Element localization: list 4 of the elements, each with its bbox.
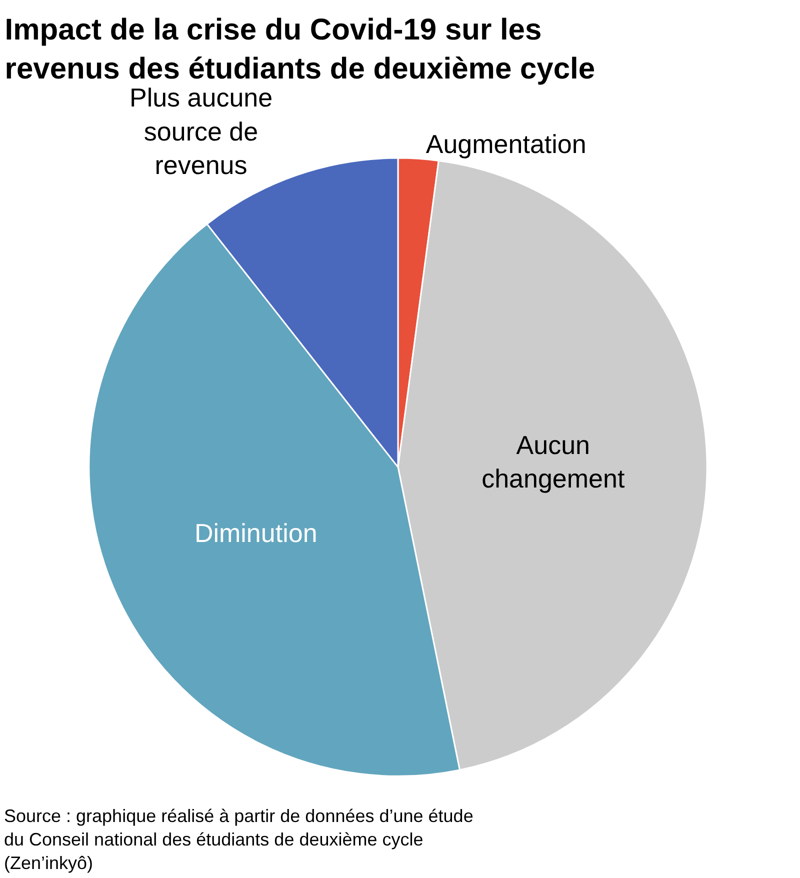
source-note: Source : graphique réalisé à partir de données d’une étude du Conseil national des étudiants de deuxième cycle (Zen’inkyô) <box>4 806 474 873</box>
slice-label: Aucun changement <box>482 430 626 494</box>
slice-label: Augmentation <box>426 128 586 159</box>
slice-label: Diminution <box>194 518 318 548</box>
